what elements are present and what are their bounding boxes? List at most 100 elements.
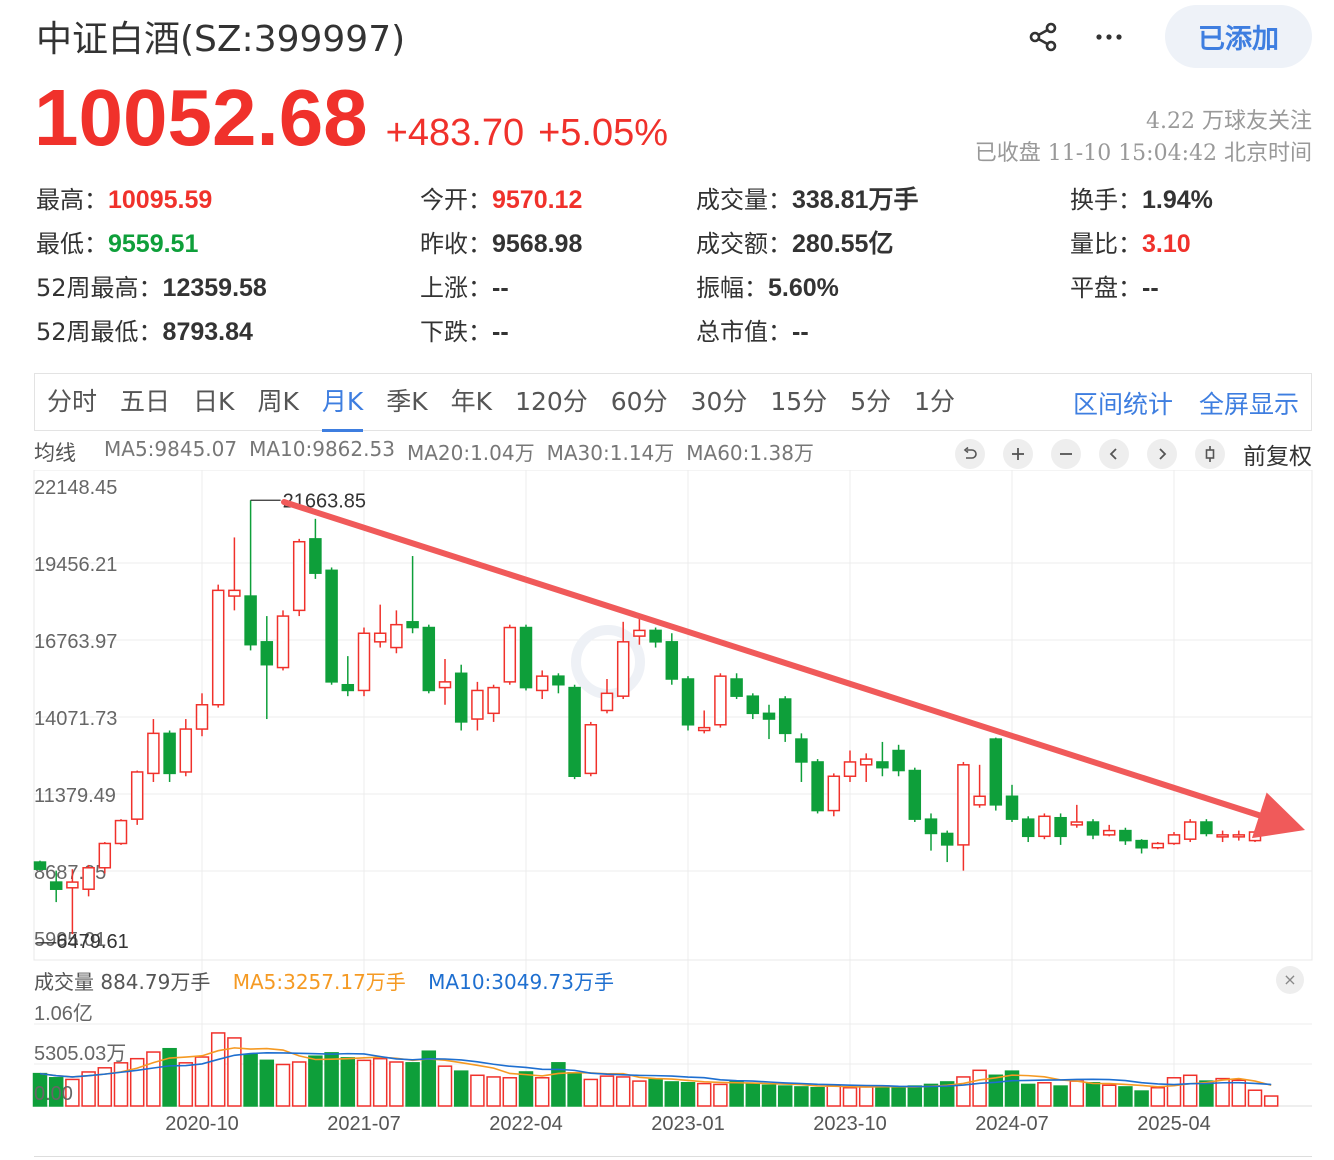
candle [697, 726, 711, 732]
candle [114, 819, 128, 845]
volume-bar [1215, 1077, 1230, 1107]
tab-5[interactable]: 季K [386, 387, 428, 416]
volume-bar [65, 1078, 80, 1107]
volume-bar [372, 1057, 388, 1107]
volume-bar [324, 1052, 339, 1107]
volume-bar [194, 1056, 210, 1107]
candle [244, 595, 257, 646]
stat-label: 下跌： [420, 318, 492, 346]
volume-bar [1085, 1082, 1101, 1107]
high-label: 21663.85 [283, 490, 366, 512]
volume-bar [259, 1059, 275, 1107]
ma-label: 均线 [34, 441, 76, 465]
volume-bar [178, 1062, 194, 1107]
stat-item: 平盘：-- [1070, 268, 1159, 303]
volume-tick-label: 1.06亿 [34, 1002, 93, 1025]
tab-12[interactable]: 1分 [914, 387, 956, 416]
tab-3[interactable]: 周K [257, 387, 299, 416]
volume-bar [1182, 1074, 1198, 1107]
price-tick-label: 16763.97 [34, 631, 117, 653]
tab-11[interactable]: 5分 [850, 387, 892, 416]
added-button[interactable]: 已添加 [1165, 5, 1312, 68]
stat-item: 量比：3.10 [1070, 224, 1191, 259]
volume-bar [389, 1061, 404, 1107]
adjust-mode[interactable]: 前复权 [1243, 444, 1312, 470]
volume-bar [972, 1069, 987, 1107]
tab-10[interactable]: 15分 [770, 387, 828, 416]
close-volume-icon[interactable]: × [1276, 966, 1304, 994]
tab-4[interactable]: 月K [321, 373, 364, 432]
volume-bar [777, 1085, 793, 1107]
zoom-out-icon[interactable] [1051, 439, 1081, 469]
volume-bar [113, 1062, 129, 1107]
stat-value: 8793.84 [162, 318, 253, 346]
candle [147, 732, 160, 775]
volume-bar [356, 1059, 372, 1107]
stat-label: 成交额： [696, 230, 792, 258]
follower-count[interactable]: 4.22 万球友关注 [1146, 109, 1312, 134]
candle [908, 769, 922, 820]
candle [454, 672, 468, 723]
tab-7[interactable]: 120分 [515, 387, 588, 416]
candle [1102, 829, 1116, 836]
candle [1167, 834, 1181, 845]
stat-value: 12359.58 [162, 274, 267, 302]
stat-item: 今开：9570.12 [420, 180, 582, 215]
volume-bar [632, 1080, 647, 1107]
candle-icon[interactable] [1195, 439, 1225, 469]
stat-label: 总市值： [696, 318, 792, 346]
undo-icon[interactable] [955, 439, 985, 469]
zoom-in-icon[interactable] [1003, 439, 1033, 469]
volume-bar [648, 1078, 663, 1107]
volume-bar [939, 1081, 955, 1107]
volume-legend: 成交量 884.79万手 MA5:3257.17万手 MA10:3049.73万… [34, 966, 1312, 996]
stat-label: 上涨： [420, 274, 492, 302]
candle [49, 881, 63, 890]
stat-value: 9568.98 [492, 230, 583, 258]
volume-bar [1134, 1090, 1149, 1107]
tab-links: 区间统计 全屏显示 [1047, 374, 1299, 432]
candle [309, 538, 322, 574]
price-tick-label: 5995.01 [34, 929, 106, 951]
candle [406, 621, 419, 629]
fullscreen-link[interactable]: 全屏显示 [1198, 390, 1299, 419]
candle [535, 675, 549, 692]
candle [681, 678, 695, 726]
volume-bar [1231, 1079, 1247, 1107]
stat-item: 上涨：-- [420, 268, 509, 303]
trend-arrow-line [281, 499, 1276, 823]
candle [195, 704, 209, 730]
price-tick-label: 11379.49 [34, 785, 116, 807]
volume-tick-label: 0.00 [34, 1083, 73, 1105]
volume-bar [713, 1083, 728, 1107]
kline-chart[interactable]: 22148.45 19456.21 16763.97 14071.73 11379.49… [0, 470, 1334, 1160]
candle [568, 686, 581, 778]
candle [778, 698, 792, 735]
volume-bar [162, 1047, 177, 1107]
volume-bar [437, 1065, 453, 1107]
tab-9[interactable]: 30分 [690, 387, 748, 416]
volume-bar [97, 1067, 113, 1107]
candle [292, 540, 306, 612]
left-arrow-icon[interactable] [1099, 439, 1129, 469]
date-tick-label: 2024-07 [975, 1113, 1048, 1135]
share-icon[interactable] [1023, 17, 1063, 57]
tab-1[interactable]: 五日 [120, 387, 171, 416]
tab-8[interactable]: 60分 [610, 387, 668, 416]
volume-bar [875, 1085, 890, 1107]
quote-row: 10052.68 +483.70 +5.05% [34, 72, 668, 164]
volume-bar [794, 1086, 809, 1107]
price-tick-label: 19456.21 [34, 554, 117, 576]
low-label: —6479.61 [36, 931, 128, 953]
tab-6[interactable]: 年K [450, 387, 493, 416]
candle [957, 764, 970, 846]
right-arrow-icon[interactable] [1147, 439, 1177, 469]
volume-bar [243, 1053, 258, 1107]
interval-stats-link[interactable]: 区间统计 [1072, 390, 1173, 419]
stat-item: 最低：9559.51 [36, 224, 198, 259]
tab-0[interactable]: 分时 [47, 387, 98, 416]
tab-2[interactable]: 日K [193, 387, 235, 416]
candle [1005, 795, 1019, 820]
more-icon[interactable] [1089, 17, 1129, 57]
volume-bar [275, 1063, 291, 1107]
